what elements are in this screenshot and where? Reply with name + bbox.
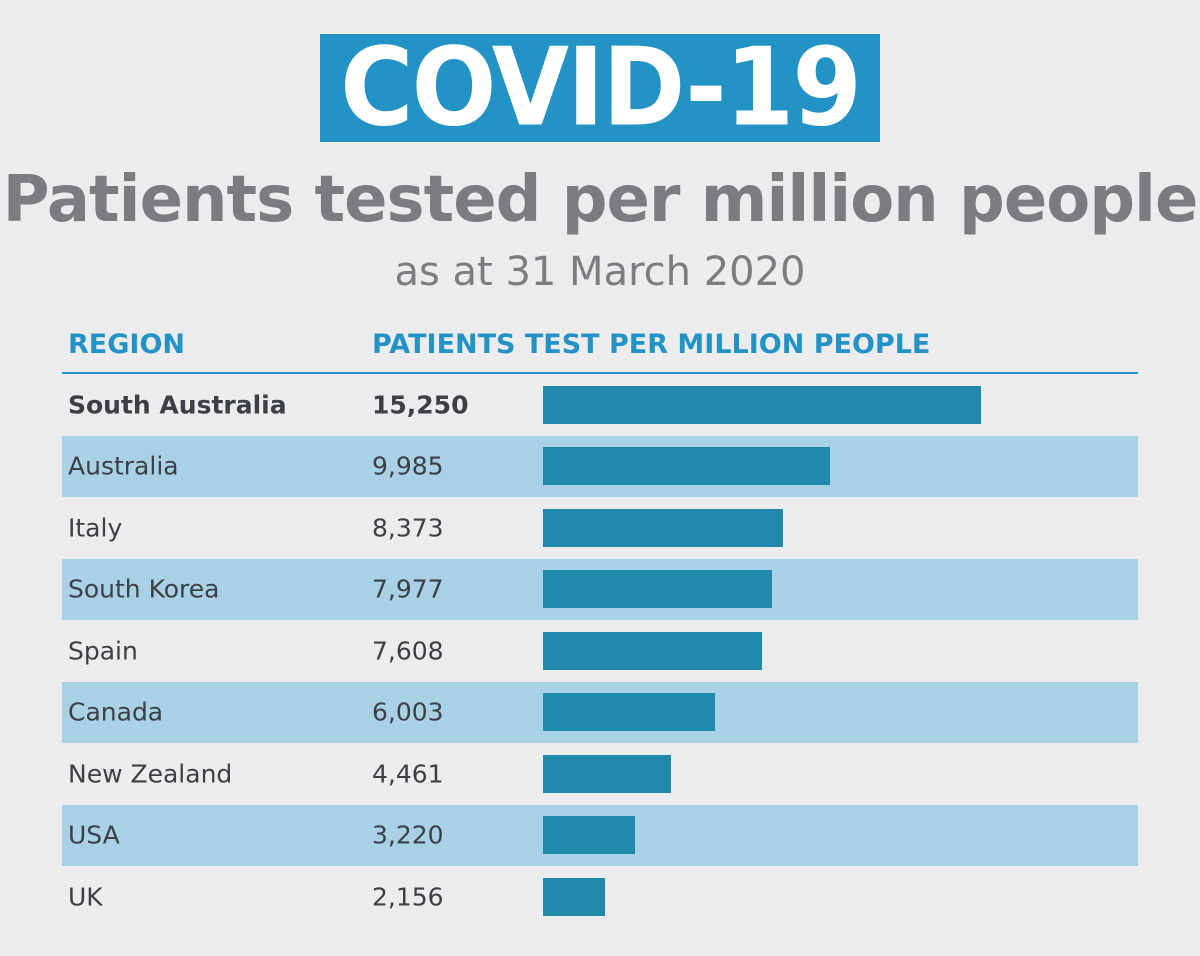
bar xyxy=(543,816,636,855)
table-row: Australia 9,985 xyxy=(62,435,1138,497)
row-region-label: South Australia xyxy=(68,390,287,420)
table-row: UK 2,156 xyxy=(62,866,1138,928)
bar xyxy=(543,447,830,486)
row-value-label: 9,985 xyxy=(372,451,444,481)
row-region-label: Spain xyxy=(68,636,138,666)
bar xyxy=(543,754,672,793)
column-header-value: PATIENTS TEST PER MILLION PEOPLE xyxy=(372,329,931,360)
chart-title: Patients tested per million people xyxy=(2,163,1199,237)
row-value-label: 7,608 xyxy=(372,636,444,666)
row-region-label: South Korea xyxy=(68,574,220,604)
row-region-label: Italy xyxy=(68,513,123,543)
table-row: Canada 6,003 xyxy=(62,681,1138,743)
bar xyxy=(543,385,981,424)
column-header-region: REGION xyxy=(68,329,185,360)
table-row: New Zealand 4,461 xyxy=(62,743,1138,805)
row-value-label: 8,373 xyxy=(372,513,444,543)
chart-subtitle: as at 31 March 2020 xyxy=(394,249,806,295)
row-region-label: USA xyxy=(68,820,120,850)
row-region-label: New Zealand xyxy=(68,759,233,789)
row-value-label: 15,250 xyxy=(372,390,469,420)
bar xyxy=(543,693,716,732)
table-row: Italy 8,373 xyxy=(62,497,1138,559)
row-region-label: Australia xyxy=(68,451,179,481)
table-row: South Korea 7,977 xyxy=(62,558,1138,620)
row-value-label: 3,220 xyxy=(372,820,444,850)
table-row: South Australia 15,250 xyxy=(62,374,1138,436)
row-value-label: 7,977 xyxy=(372,574,444,604)
table-row: USA 3,220 xyxy=(62,804,1138,866)
table-row: Spain 7,608 xyxy=(62,620,1138,682)
covid-banner: COVID-19 xyxy=(320,24,880,151)
row-region-label: UK xyxy=(68,882,103,912)
bar xyxy=(543,508,784,547)
row-value-label: 4,461 xyxy=(372,759,444,789)
chart-rows: South Australia 15,250 Australia 9,985 Italy… xyxy=(62,374,1138,928)
header-divider xyxy=(62,372,1138,374)
row-region-label: Canada xyxy=(68,697,164,727)
bar xyxy=(543,877,605,916)
row-value-label: 2,156 xyxy=(372,882,444,912)
row-value-label: 6,003 xyxy=(372,697,444,727)
bar xyxy=(543,631,762,670)
banner-text: COVID-19 xyxy=(340,24,862,151)
bar xyxy=(543,570,773,609)
